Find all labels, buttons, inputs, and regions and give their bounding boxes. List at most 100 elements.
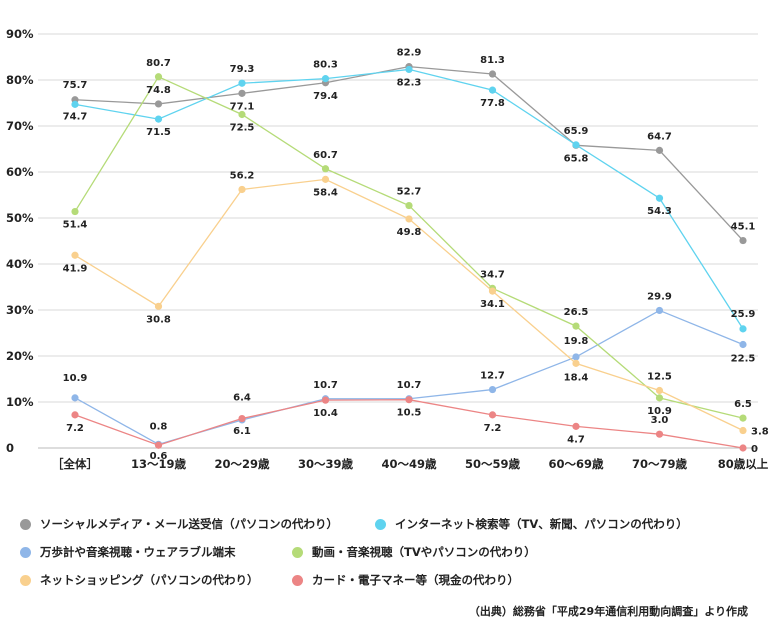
data-point bbox=[405, 201, 413, 210]
series-line bbox=[74, 309, 744, 446]
data-point bbox=[238, 79, 246, 87]
data-point bbox=[739, 444, 747, 452]
data-label: 65.9 bbox=[564, 126, 589, 137]
legend-marker bbox=[375, 518, 386, 530]
x-tick-label: 80歳以上 bbox=[718, 457, 769, 470]
data-point bbox=[154, 100, 163, 108]
data-label: 58.4 bbox=[313, 187, 338, 198]
data-label: 10.7 bbox=[313, 380, 338, 391]
data-label: 54.3 bbox=[647, 206, 672, 217]
legend-marker bbox=[20, 518, 31, 530]
y-tick-label: 30% bbox=[6, 303, 34, 317]
data-label: 0 bbox=[751, 444, 758, 455]
data-point bbox=[655, 394, 664, 402]
data-point bbox=[405, 65, 413, 74]
data-point bbox=[321, 75, 330, 83]
data-label: 77.8 bbox=[480, 98, 505, 109]
data-point bbox=[488, 287, 497, 295]
data-label: 81.3 bbox=[480, 55, 505, 66]
data-point bbox=[154, 73, 163, 81]
data-label: 82.9 bbox=[397, 48, 422, 59]
data-point bbox=[154, 441, 163, 449]
data-label: 80.7 bbox=[146, 58, 171, 69]
y-tick-label: 60% bbox=[6, 165, 34, 179]
x-tick-label: 20〜29歳 bbox=[214, 457, 270, 470]
data-label: 6.1 bbox=[233, 426, 251, 437]
data-label: 34.7 bbox=[480, 269, 505, 280]
x-tick-label: 50〜59歳 bbox=[465, 457, 521, 470]
data-point bbox=[321, 396, 330, 404]
data-point bbox=[488, 86, 497, 94]
data-label: 7.2 bbox=[484, 423, 502, 434]
data-point bbox=[655, 386, 664, 395]
data-label: 10.7 bbox=[397, 380, 422, 391]
series-line bbox=[74, 75, 744, 419]
legend-item-net-shopping: ネットショッピング（パソコンの代わり） bbox=[20, 572, 259, 588]
data-label: 3.8 bbox=[751, 427, 769, 438]
data-label: 74.7 bbox=[63, 111, 88, 122]
y-tick-label: 0 bbox=[6, 441, 14, 455]
data-point bbox=[238, 110, 246, 119]
data-label: 64.7 bbox=[647, 131, 672, 142]
data-label: 25.9 bbox=[731, 309, 756, 320]
data-point bbox=[655, 146, 664, 154]
x-tick-label: 60〜69歳 bbox=[548, 457, 604, 470]
legend-label: ソーシャルメディア・メール送受信（パソコンの代わり） bbox=[40, 517, 338, 531]
data-label: 45.1 bbox=[731, 222, 756, 233]
legend-item-card-emoney: カード・電子マネー等（現金の代わり） bbox=[292, 572, 519, 588]
data-point bbox=[572, 141, 580, 149]
data-point bbox=[655, 194, 664, 202]
data-point bbox=[572, 359, 580, 367]
line-chart: 0 10% 20% 30% 40% 50% 60% 70% 80% 90% ［全体］ 13〜19歳 20… bbox=[6, 27, 769, 470]
data-label: 51.4 bbox=[63, 220, 88, 231]
y-tick-label: 20% bbox=[6, 349, 34, 363]
data-point bbox=[321, 165, 330, 173]
y-tick-label: 40% bbox=[6, 257, 34, 271]
data-label: 79.4 bbox=[313, 91, 338, 102]
data-label: 12.7 bbox=[480, 371, 505, 382]
data-label: 12.5 bbox=[647, 372, 672, 383]
data-point bbox=[572, 322, 580, 330]
x-tick-label: 13〜19歳 bbox=[131, 457, 187, 470]
legend-label: インターネット検索等（TV、新聞、パソコンの代わり） bbox=[395, 517, 688, 531]
data-label: 80.3 bbox=[313, 60, 338, 71]
data-label: 7.2 bbox=[66, 423, 84, 434]
data-point bbox=[321, 175, 330, 183]
data-point bbox=[739, 236, 747, 245]
data-point bbox=[238, 185, 246, 194]
legend-label: 動画・音楽視聴（TVやパソコンの代わり） bbox=[312, 545, 536, 559]
x-tick-label: 30〜39歳 bbox=[298, 457, 354, 470]
data-label: 10.5 bbox=[397, 408, 422, 419]
data-point bbox=[71, 394, 79, 402]
data-label: 30.8 bbox=[146, 314, 171, 325]
legend-item-internet-search: インターネット検索等（TV、新聞、パソコンの代わり） bbox=[375, 516, 688, 532]
data-label: 79.3 bbox=[230, 64, 255, 75]
data-label: 29.9 bbox=[647, 291, 672, 302]
y-tick-label: 70% bbox=[6, 119, 34, 133]
x-tick-label: 40〜49歳 bbox=[381, 457, 437, 470]
series-line bbox=[74, 68, 744, 330]
data-label: 22.5 bbox=[731, 354, 756, 365]
data-label: 10.9 bbox=[647, 406, 672, 417]
data-label: 82.3 bbox=[397, 77, 422, 88]
data-point bbox=[655, 430, 664, 438]
y-tick-label: 90% bbox=[6, 27, 34, 41]
legend-label: ネットショッピング（パソコンの代わり） bbox=[40, 573, 259, 587]
x-tick-label: ［全体］ bbox=[52, 457, 98, 470]
source-note: （出典）総務省「平成29年通信利用動向調査」より作成 bbox=[468, 605, 748, 618]
legend-marker bbox=[292, 546, 303, 558]
data-point bbox=[739, 340, 747, 349]
data-point bbox=[572, 422, 580, 430]
legend-item-wearable: 万歩計や音楽視聴・ウェアラブル端末 bbox=[20, 544, 236, 560]
data-label: 18.4 bbox=[564, 372, 589, 383]
data-label: 56.2 bbox=[230, 170, 255, 181]
data-label: 74.8 bbox=[146, 85, 171, 96]
data-point bbox=[488, 385, 497, 394]
data-label: 65.8 bbox=[564, 153, 589, 164]
legend-marker bbox=[20, 546, 31, 558]
data-point bbox=[488, 70, 497, 78]
data-label: 26.5 bbox=[564, 307, 589, 318]
series-line bbox=[74, 66, 744, 241]
y-tick-label: 50% bbox=[6, 211, 34, 225]
data-label: 72.5 bbox=[230, 123, 255, 134]
